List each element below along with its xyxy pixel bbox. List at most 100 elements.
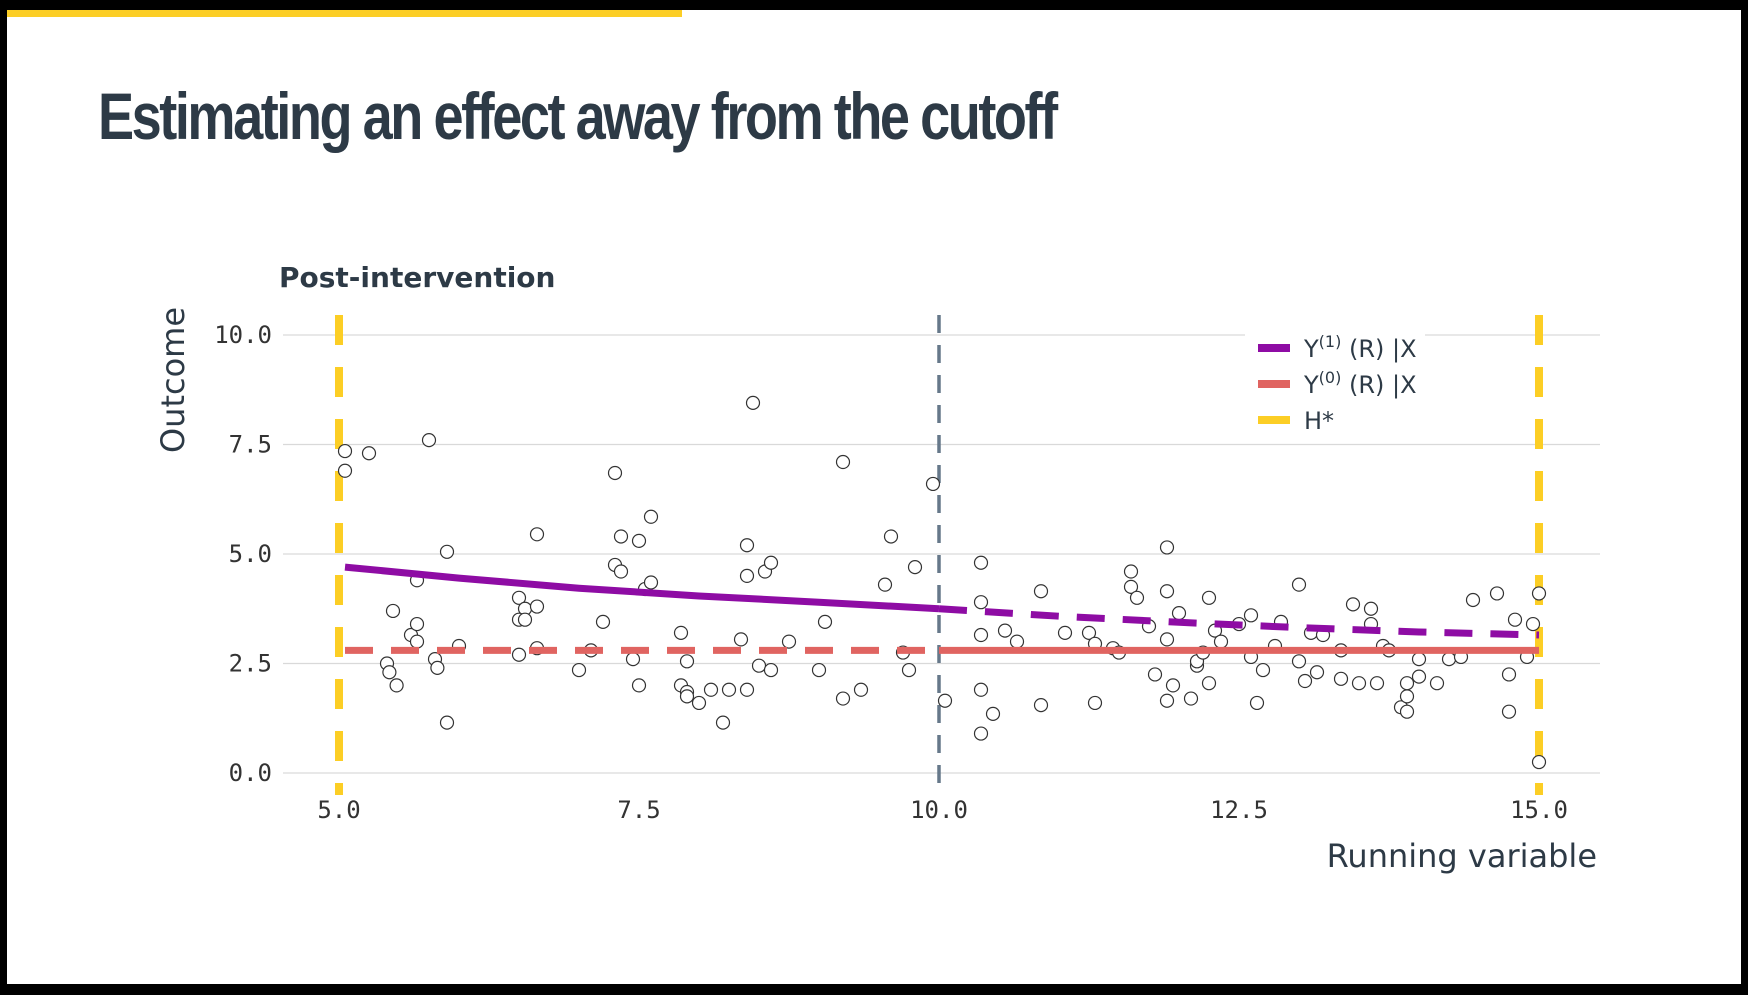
legend-label: Y(1) (R) |X [1303,332,1417,363]
x-tick-label: 15.0 [1510,796,1568,824]
data-point [1147,667,1163,682]
data-point [1243,608,1259,623]
data-point [1255,662,1271,678]
data-point [1183,691,1199,706]
data-point [421,433,437,448]
data-point [679,654,695,669]
x-axis-title: Running variable [1327,837,1597,875]
x-tick-label: 12.5 [1210,796,1268,824]
x-tick-label: 7.5 [617,796,660,824]
legend: Y(1) (R) |X Y(0) (R) |X H* [1245,325,1425,443]
data-point [439,544,455,559]
data-point [613,564,629,579]
data-point [1291,577,1307,592]
data-point [817,614,833,629]
data-point [1033,698,1049,713]
data-point [625,652,641,667]
data-point [1363,601,1379,616]
data-point [385,603,401,619]
h-star-lines [335,315,1543,795]
data-point [907,560,923,575]
series-lines [344,563,1540,654]
data-point [517,612,533,627]
data-point [337,463,353,478]
data-point [643,575,659,590]
data-point [1123,564,1139,579]
data-point [763,555,779,570]
data-point [1465,592,1481,608]
data-point [739,682,755,697]
data-point [745,395,761,410]
x-tick-label: 5.0 [317,796,360,824]
data-point [853,682,869,697]
y-tick-label: 7.5 [229,431,272,459]
data-point [937,693,953,708]
y-tick-label: 10.0 [214,321,272,349]
data-point [1411,652,1427,667]
data-point [883,529,899,544]
axis-ticks: 0.0 2.5 5.0 7.5 10.0 5.0 7.5 10.0 12.5 15.0 [214,321,1568,824]
data-point [1201,676,1217,691]
data-point [1033,584,1049,599]
data-point [721,682,737,697]
data-point [781,634,797,649]
y-axis-title: Outcome [154,307,192,453]
data-point [1309,665,1325,680]
data-point [973,627,989,643]
data-point [1159,693,1175,708]
data-point [835,454,851,470]
data-point [511,647,527,662]
data-point [733,632,749,647]
series-line-y1-left [344,563,940,613]
data-point [1351,676,1367,691]
data-point [389,678,404,693]
data-point [1507,612,1523,627]
y-tick-label: 5.0 [229,540,272,568]
data-point [715,715,731,730]
data-point [1333,671,1349,686]
data-point [1159,632,1175,647]
data-point [1411,669,1427,684]
legend-label: Y(0) (R) |X [1303,368,1417,399]
data-point [985,706,1001,721]
data-point [1441,652,1457,667]
data-point [1369,676,1385,691]
data-point [1129,590,1145,605]
data-point [877,577,893,592]
data-point [997,623,1013,638]
data-point [607,465,623,481]
data-point [511,590,527,605]
data-point [1249,695,1265,711]
data-point [409,616,425,632]
data-point [1531,754,1547,770]
data-point [409,634,425,649]
data-point [751,658,767,673]
data-point [1009,634,1025,649]
data-point [763,662,779,678]
y-tick-label: 0.0 [229,759,272,787]
data-point [1531,586,1547,601]
scatter-points [337,395,1547,770]
data-point [1345,597,1361,612]
data-point [595,614,611,629]
data-point [361,446,377,461]
data-point [1057,625,1073,640]
data-point [1501,667,1517,682]
data-point [1429,676,1445,691]
data-point [1165,678,1181,693]
data-point [1525,616,1541,632]
data-point [1213,634,1229,649]
data-point [739,538,755,553]
data-point [631,678,647,693]
data-point [973,726,989,741]
data-point [901,662,917,678]
data-point [691,695,707,711]
data-point [382,665,397,680]
accent-bar [7,10,682,17]
data-point [925,476,941,492]
data-point [439,715,455,730]
data-point [571,662,587,678]
data-point [1159,584,1175,599]
data-point [811,662,827,678]
data-point [430,660,445,675]
